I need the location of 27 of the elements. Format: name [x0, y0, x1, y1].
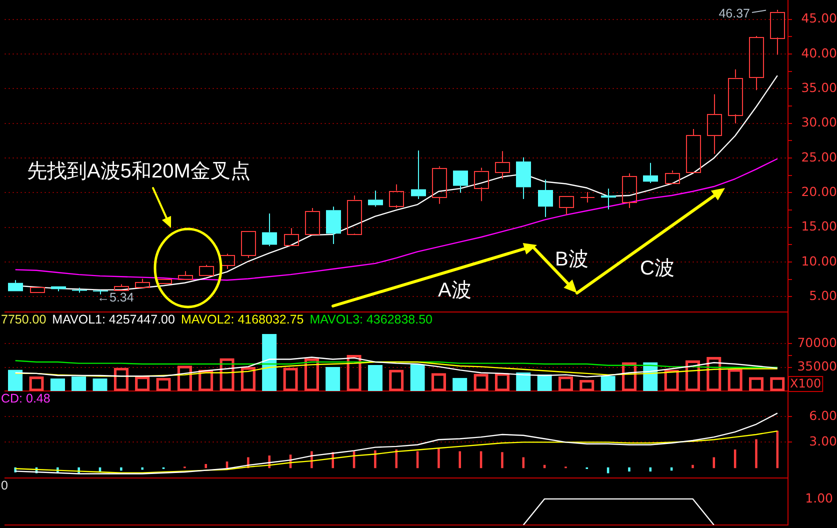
y-tick-label: 45.00 — [801, 10, 837, 26]
text: MAVOL1: 4257447.00 — [52, 312, 176, 326]
y-tick-label: 5.00 — [809, 288, 837, 303]
y-tick-label: 3.00 — [809, 433, 837, 448]
y-tick-label: 25.00 — [801, 149, 837, 164]
text: 1.00 — [805, 490, 834, 506]
y-tick-label: 35000 — [797, 358, 837, 374]
text: MAVOL3: 4362838.50 — [310, 312, 433, 326]
y-tick-label: 15.00 — [801, 218, 837, 234]
chart-title: 0 — [1, 478, 8, 492]
text: MAVOL2: 4168032.75 — [180, 312, 304, 326]
chart-title: CD: 0.48 — [1, 391, 50, 406]
chart-title: 7750.00 — [1, 312, 46, 326]
y-tick-label: 10.00 — [801, 253, 837, 268]
annotation: 46.37 — [718, 6, 750, 20]
y-tick-label: 6.00 — [809, 408, 837, 423]
y-tick-label: 30.00 — [801, 114, 837, 130]
annotation: B波 — [555, 248, 588, 271]
y-tick-label: 20.00 — [801, 184, 837, 199]
annotation: ←5.34 — [97, 290, 134, 304]
annotation: 先找到A波5和20M金叉点 — [27, 160, 250, 183]
y-axis-title: X100 — [790, 376, 822, 391]
annotation: A波 — [438, 280, 472, 302]
y-tick-label: 40.00 — [801, 45, 837, 60]
y-tick-label: 70000 — [797, 334, 837, 350]
y-tick-label: 35.00 — [801, 80, 837, 95]
annotation: C波 — [640, 258, 674, 280]
